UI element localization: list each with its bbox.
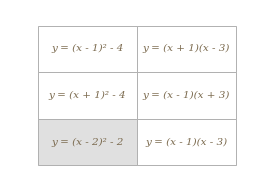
Text: y = (x - 2)² - 2: y = (x - 2)² - 2 bbox=[51, 137, 123, 147]
Text: y = (x + 1)(x - 3): y = (x + 1)(x - 3) bbox=[143, 44, 230, 53]
FancyBboxPatch shape bbox=[137, 119, 236, 165]
Text: y = (x - 1)(x + 3): y = (x - 1)(x + 3) bbox=[143, 91, 230, 100]
FancyBboxPatch shape bbox=[137, 26, 236, 72]
Text: y = (x - 1)(x - 3): y = (x - 1)(x - 3) bbox=[146, 137, 227, 147]
FancyBboxPatch shape bbox=[37, 72, 137, 119]
FancyBboxPatch shape bbox=[37, 119, 137, 165]
FancyBboxPatch shape bbox=[37, 26, 137, 72]
Text: y = (x - 1)² - 4: y = (x - 1)² - 4 bbox=[51, 44, 123, 53]
Text: y = (x + 1)² - 4: y = (x + 1)² - 4 bbox=[48, 91, 126, 100]
FancyBboxPatch shape bbox=[137, 72, 236, 119]
